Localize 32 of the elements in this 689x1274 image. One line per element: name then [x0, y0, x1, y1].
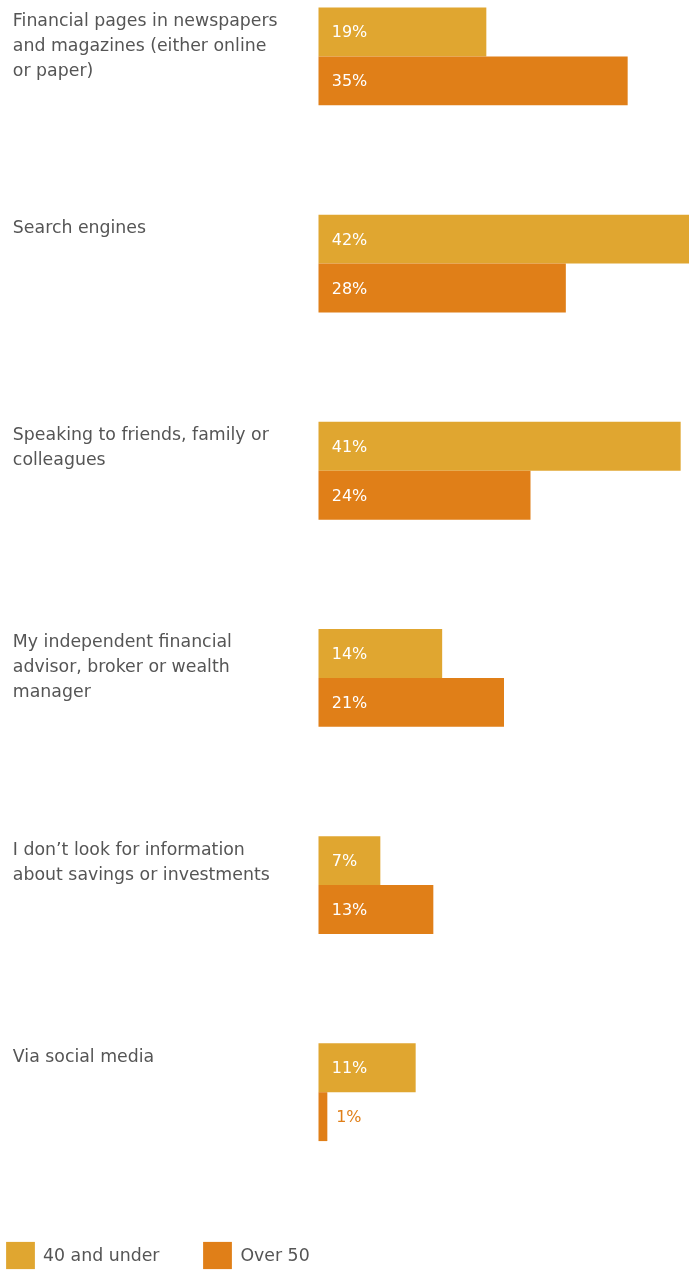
- data-label: 7%: [331, 851, 358, 871]
- data-label: 28%: [331, 278, 368, 298]
- data-label: 1%: [336, 1107, 362, 1127]
- data-label: 13%: [331, 899, 368, 919]
- y-tick-label: My independent financial advisor, broker or wealth manager: [12, 631, 232, 702]
- legend-label: Over 50: [240, 1245, 310, 1265]
- bar: [318, 7, 487, 57]
- legend-label: 40 and under: [43, 1245, 160, 1265]
- bar: [318, 214, 689, 264]
- data-label: 35%: [331, 71, 368, 91]
- bar: [318, 885, 434, 934]
- bar: [318, 56, 628, 106]
- bar: [318, 263, 566, 313]
- data-label: 42%: [331, 229, 368, 249]
- bar: [318, 470, 531, 520]
- y-tick-label: Via social media: [12, 1045, 155, 1066]
- data-label: 11%: [331, 1058, 368, 1078]
- y-tick-label: Speaking to friends, family or colleagues: [12, 424, 270, 470]
- bar: [318, 1043, 416, 1093]
- bar: [318, 629, 443, 678]
- data-label: 24%: [331, 485, 368, 505]
- data-label: 19%: [331, 22, 368, 42]
- bar: [318, 1092, 328, 1142]
- bar: [318, 421, 681, 471]
- bar: [318, 677, 504, 727]
- data-label: 41%: [331, 436, 368, 456]
- y-tick-label: Financial pages in newspapers and magazines (either online or paper): [12, 9, 278, 80]
- data-label: 21%: [331, 692, 368, 712]
- y-tick-label: I don’t look for information about savings or investments: [12, 838, 270, 884]
- data-label: 14%: [331, 643, 368, 663]
- bar: [318, 836, 381, 886]
- y-tick-label: Search engines: [12, 217, 147, 238]
